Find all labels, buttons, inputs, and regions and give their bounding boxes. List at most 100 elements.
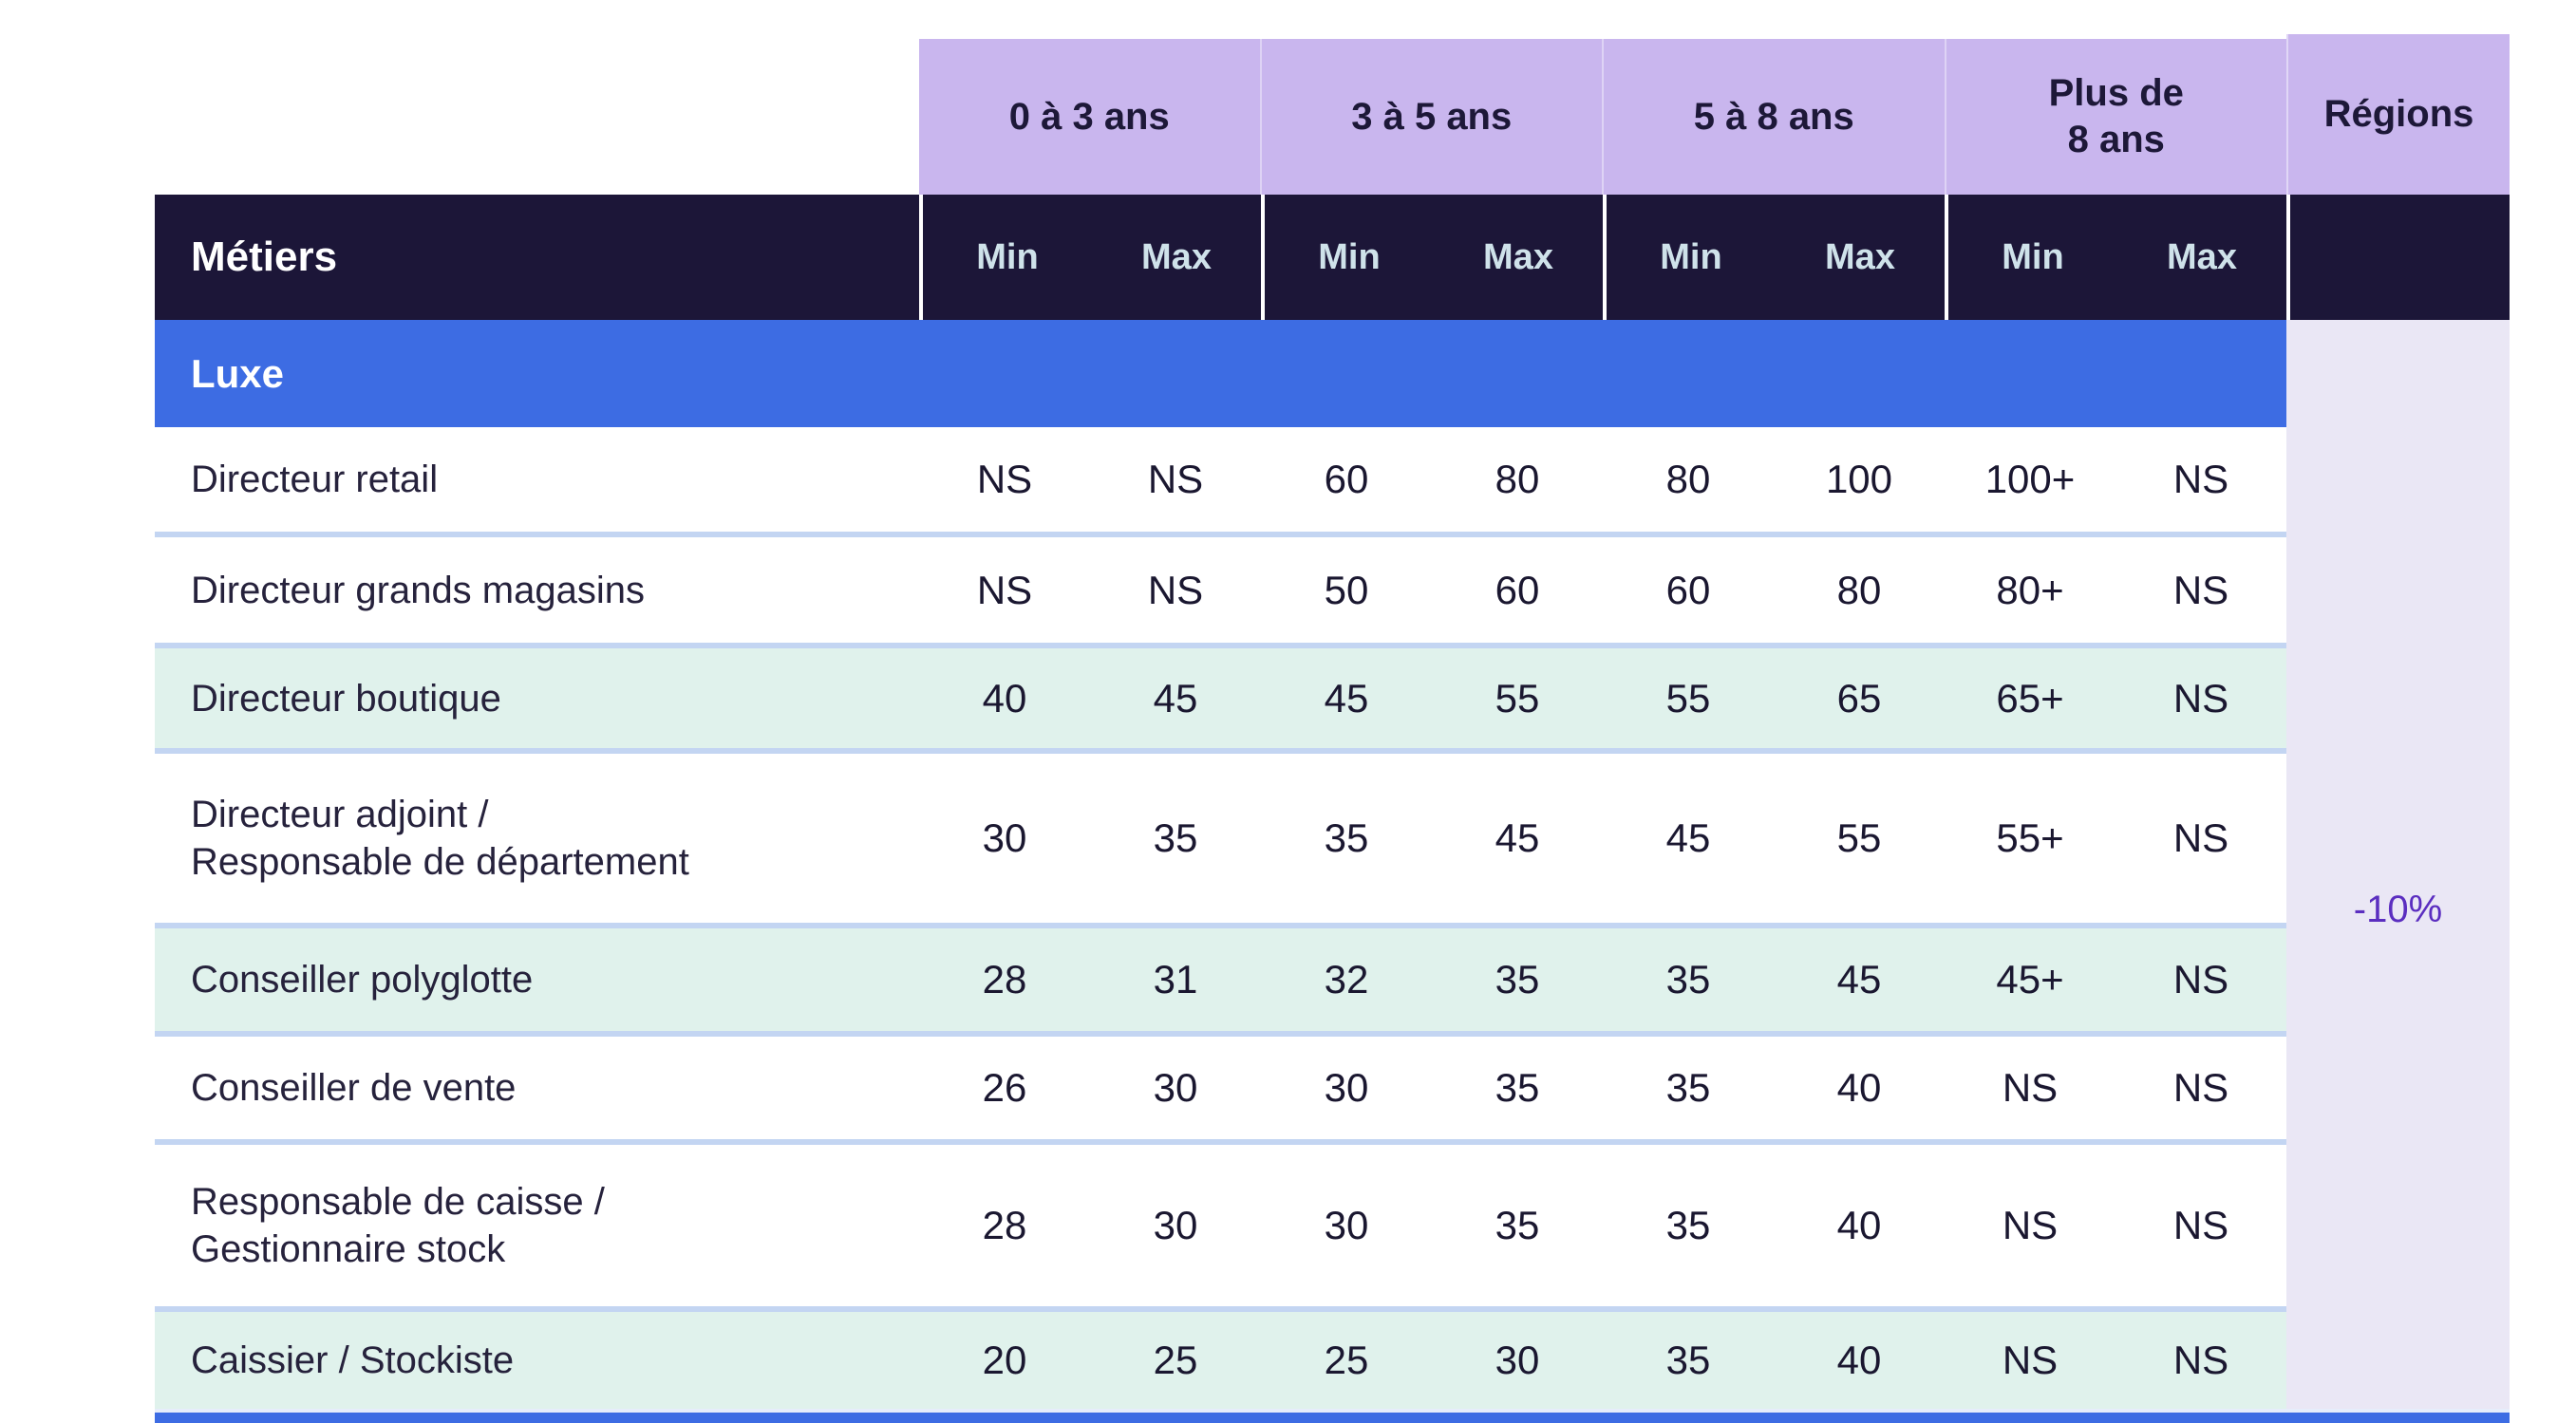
salary-value-cell: NS xyxy=(2172,1065,2229,1110)
salary-value-cell: 60 xyxy=(1324,457,1369,501)
salary-table: 0 à 3 ans 3 à 5 ans 5 à 8 ans Plus de 8 … xyxy=(155,0,2510,1423)
salary-value-cell: NS xyxy=(2002,1203,2059,1247)
bottom-accent-bar xyxy=(155,1413,2510,1423)
table-row: Conseiller polyglotte 28 31 32 35 35 45 … xyxy=(155,923,2286,1031)
bottom-divider xyxy=(155,1409,2510,1413)
salary-value-cell: NS xyxy=(2002,1338,2059,1382)
salary-value-cell: 35 xyxy=(1153,815,1198,860)
salary-value-cell: 60 xyxy=(1665,567,1711,612)
salary-value-cell: 35 xyxy=(1665,1338,1711,1382)
experience-minmax-group: Min Max xyxy=(919,195,1261,320)
max-header: Max xyxy=(1483,236,1553,277)
salary-value-cell: 80 xyxy=(1836,567,1882,612)
salary-value-cell: 55 xyxy=(1665,675,1711,721)
regions-discount-value: -10% xyxy=(2353,889,2443,930)
regions-column-header: Régions xyxy=(2286,34,2510,195)
salary-value-cell: NS xyxy=(2172,957,2229,1002)
salary-value-cell: 30 xyxy=(1495,1338,1540,1382)
salary-value-cell: NS xyxy=(2172,815,2229,860)
regions-header-label: Régions xyxy=(2323,93,2474,135)
salary-value-cell: 55+ xyxy=(1996,815,2064,860)
salary-value-cell: 35 xyxy=(1665,1203,1711,1247)
salary-value-cell: NS xyxy=(2172,1203,2229,1247)
experience-header-cell: 0 à 3 ans xyxy=(1008,95,1170,138)
salary-value-cell: NS xyxy=(2172,675,2229,721)
salary-value-cell: 35 xyxy=(1495,1203,1540,1247)
job-label: Directeur adjoint / Responsable de dépar… xyxy=(191,794,689,883)
salary-value-cell: 30 xyxy=(1153,1203,1198,1247)
salary-value-cell: NS xyxy=(2002,1065,2059,1110)
salary-value-cell: 40 xyxy=(1836,1338,1882,1382)
salary-value-cell: 30 xyxy=(1324,1065,1369,1110)
job-label: Conseiller de vente xyxy=(191,1067,517,1109)
experience-header-cell: 3 à 5 ans xyxy=(1259,39,1603,195)
salary-value-cell: 45 xyxy=(1153,675,1198,721)
salary-value-cell: 40 xyxy=(1836,1065,1882,1110)
salary-value-cell: 45 xyxy=(1836,957,1882,1002)
table-row: Directeur boutique 40 45 45 55 55 65 65+… xyxy=(155,643,2286,748)
salary-value-cell: NS xyxy=(976,457,1033,501)
salary-value-cell: 32 xyxy=(1324,957,1369,1002)
salary-value-cell: 55 xyxy=(1836,815,1882,860)
job-label: Conseiller polyglotte xyxy=(191,959,534,1001)
salary-value-cell: 80+ xyxy=(1996,567,2064,612)
salary-value-cell: 20 xyxy=(982,1338,1027,1382)
salary-value-cell: 35 xyxy=(1495,957,1540,1002)
section-header-luxe: Luxe xyxy=(155,320,2286,427)
salary-value-cell: 45 xyxy=(1324,675,1369,721)
salary-value-cell: 30 xyxy=(1324,1203,1369,1247)
experience-minmax-group: Min Max xyxy=(1603,195,1945,320)
salary-value-cell: 30 xyxy=(1153,1065,1198,1110)
salary-value-cell: NS xyxy=(1147,457,1204,501)
metiers-header-cell: Métiers xyxy=(191,234,338,280)
experience-header-cell: Plus de 8 ans xyxy=(1944,39,2287,195)
min-header: Min xyxy=(976,236,1039,277)
section-label: Luxe xyxy=(191,350,285,396)
salary-value-cell: 65 xyxy=(1836,675,1882,721)
salary-value-cell: 31 xyxy=(1153,957,1198,1002)
salary-value-cell: NS xyxy=(2172,457,2229,501)
experience-minmax-group: Min Max xyxy=(1945,195,2286,320)
salary-value-cell: NS xyxy=(2172,567,2229,612)
salary-value-cell: 50 xyxy=(1324,567,1369,612)
salary-value-cell: NS xyxy=(1147,567,1204,612)
salary-value-cell: 30 xyxy=(982,815,1027,860)
salary-value-cell: 35 xyxy=(1495,1065,1540,1110)
salary-value-cell: 60 xyxy=(1495,567,1540,612)
job-label: Directeur retail xyxy=(191,459,439,500)
salary-value-cell: 65+ xyxy=(1996,675,2064,721)
salary-value-cell: 28 xyxy=(982,1203,1027,1247)
table-header-row: Métiers Min Max Min Max Min Max Min Max xyxy=(155,195,2510,320)
min-header: Min xyxy=(1318,236,1381,277)
salary-value-cell: 28 xyxy=(982,957,1027,1002)
salary-value-cell: 26 xyxy=(982,1065,1027,1110)
salary-value-cell: 40 xyxy=(1836,1203,1882,1247)
job-label: Directeur boutique xyxy=(191,677,501,720)
salary-value-cell: 35 xyxy=(1665,957,1711,1002)
salary-value-cell: 55 xyxy=(1495,675,1540,721)
job-label: Caissier / Stockiste xyxy=(191,1339,515,1381)
table-body: Directeur retail NS NS 60 80 80 100 100+… xyxy=(155,427,2286,1409)
salary-value-cell: 80 xyxy=(1665,457,1711,501)
table-row: Responsable de caisse / Gestionnaire sto… xyxy=(155,1139,2286,1306)
regions-header-empty-cell xyxy=(2286,195,2510,320)
salary-value-cell: 45 xyxy=(1665,815,1711,860)
salary-value-cell: 100+ xyxy=(1984,457,2076,501)
salary-value-cell: 35 xyxy=(1324,815,1369,860)
min-header: Min xyxy=(1660,236,1722,277)
salary-value-cell: 25 xyxy=(1153,1338,1198,1382)
salary-value-cell: 80 xyxy=(1495,457,1540,501)
salary-value-cell: NS xyxy=(976,567,1033,612)
salary-value-cell: 45+ xyxy=(1996,957,2064,1002)
experience-header-cell: 5 à 8 ans xyxy=(1602,39,1945,195)
min-header: Min xyxy=(2002,236,2064,277)
salary-value-cell: 100 xyxy=(1825,457,1893,501)
max-header: Max xyxy=(2167,236,2237,277)
regions-column: -10% xyxy=(2286,320,2510,1409)
job-label: Responsable de caisse / Gestionnaire sto… xyxy=(191,1181,605,1270)
table-row: Directeur retail NS NS 60 80 80 100 100+… xyxy=(155,427,2286,532)
table-row: Caissier / Stockiste 20 25 25 30 35 40 N… xyxy=(155,1306,2286,1409)
salary-value-cell: NS xyxy=(2172,1338,2229,1382)
table-row: Conseiller de vente 26 30 30 35 35 40 NS… xyxy=(155,1031,2286,1139)
